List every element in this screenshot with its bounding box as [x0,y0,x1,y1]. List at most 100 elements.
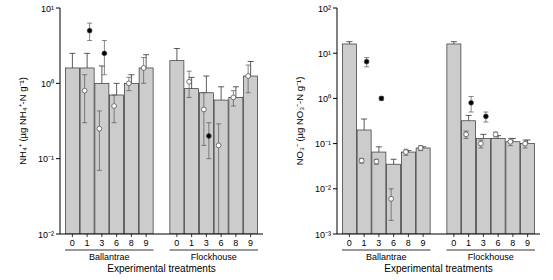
x-tick-label: 8 [233,238,238,248]
error-bar [203,76,209,93]
x-tick-label: 0 [70,238,75,248]
circle-point [141,66,146,71]
y-tick-label: 10⁰ [41,79,54,89]
bar [229,97,243,234]
point-error-bar [493,132,498,137]
error-bar [480,134,486,138]
point-error-bar [364,58,369,67]
error-bar [114,83,120,95]
bar [110,95,124,234]
y-tick-label: 10¹ [41,4,54,14]
x-tick [393,234,394,237]
circle-point [206,134,211,139]
y-axis [337,8,338,234]
bar [185,89,199,234]
bar [491,138,505,234]
point-error-bar [112,95,117,123]
x-tick [349,234,350,237]
point-error-bar [523,140,528,148]
y-tick [56,83,60,84]
error-bar [376,147,382,152]
circle-point [478,141,483,146]
y-tick-label: 10⁻¹ [315,139,331,149]
x-tick [176,234,177,237]
circle-point [379,96,384,101]
circle-point [389,196,394,201]
bar [95,83,109,234]
bar [80,68,94,234]
y-tick [333,98,337,99]
error-bar [69,53,75,68]
point-error-bar [483,112,488,122]
error-bar [361,119,367,130]
circle-point [483,114,488,119]
x-tick-label: 8 [406,238,411,248]
point-error-bar [231,91,236,106]
plot-area [65,23,257,234]
bar [170,61,184,234]
y-tick-label: 10¹ [318,49,331,59]
x-tick [206,234,207,237]
x-tick-label: 3 [376,238,381,248]
circle-point [97,126,102,131]
circle-point [187,79,192,84]
x-tick-label: 6 [219,238,224,248]
bar [476,138,490,234]
error-bar [84,53,90,68]
point-error-bar [374,159,379,164]
x-tick-label: 1 [85,238,90,248]
bar [506,142,520,234]
x-tick [423,234,424,237]
circle-point [201,107,206,112]
y-tick [333,53,337,54]
circle-point [102,51,107,56]
figure: 10⁻²10⁻¹10⁰10¹013689013689BallantraeFloc… [0,0,553,280]
y-tick [333,143,337,144]
x-tick-label: 9 [421,238,426,248]
x-axis [60,234,263,235]
x-tick [87,234,88,237]
y-tick-label: 10² [318,4,331,14]
plot-area [342,42,534,234]
circle-point [112,104,117,109]
group-label: Ballantrae [89,252,130,262]
x-tick-label: 8 [510,238,515,248]
circle-point [464,132,469,137]
bar [139,68,153,234]
circle-point [216,143,221,148]
point-error-bar [102,41,107,75]
y-tick-label: 10⁻¹ [38,154,54,164]
x-tick-label: 9 [248,238,253,248]
x-tick [364,234,365,237]
point-error-bar [508,138,513,145]
x-tick-label: 6 [391,238,396,248]
x-tick-label: 1 [189,238,194,248]
x-tick-label: 6 [114,238,119,248]
x-tick-label: 6 [496,238,501,248]
group-line [447,250,536,251]
error-bar [391,159,397,164]
x-tick [468,234,469,237]
point-error-bar [389,189,394,221]
x-tick-label: 1 [362,238,367,248]
x-tick-label: 0 [174,238,179,248]
circle-point [493,132,498,137]
y-axis-label: NH₄⁺ (µg NH₄⁺-N g⁻¹) [17,77,28,165]
x-tick [131,234,132,237]
error-bar [346,42,352,44]
point-error-bar [82,75,87,123]
point-error-bar [379,97,384,101]
y-tick [333,188,337,189]
bar [462,121,476,234]
point-error-bar [464,131,469,138]
point-error-bar [87,23,92,40]
bar [357,130,371,234]
error-bar [218,87,224,100]
group-label: Flockhouse [468,252,514,262]
x-tick-label: 0 [347,238,352,248]
point-error-bar [246,65,251,93]
x-axis [337,234,540,235]
point-error-bar [403,149,408,155]
y-tick-label: 10⁻³ [315,230,331,240]
y-tick-label: 10⁻² [315,184,331,194]
